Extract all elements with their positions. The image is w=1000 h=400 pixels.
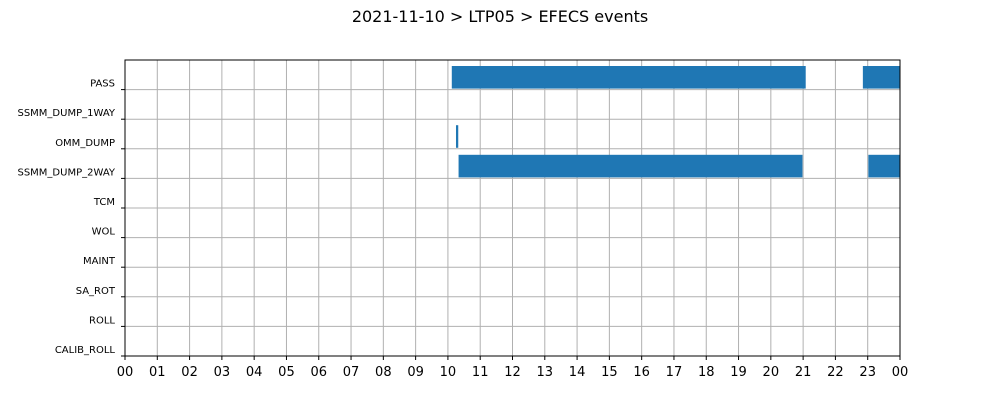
x-tick-label: 19 xyxy=(730,365,747,380)
x-tick-label: 03 xyxy=(214,365,231,380)
y-tick-label: SA_ROT xyxy=(76,286,116,297)
event-bar-pass xyxy=(451,66,806,89)
y-tick-label: MAINT xyxy=(83,256,116,267)
x-tick-label: 00 xyxy=(117,365,134,380)
x-tick-label: 14 xyxy=(569,365,586,380)
event-bar-pass xyxy=(862,66,900,89)
x-tick-label: 13 xyxy=(537,365,554,380)
x-tick-label: 09 xyxy=(407,365,424,380)
x-tick-label: 12 xyxy=(504,365,521,380)
axis-ticks: 00 01 02 03 04 05 06 07 08 09 10 11 12 13 14 15 16 17 18 19… xyxy=(17,79,908,380)
x-tick-label: 21 xyxy=(795,365,812,380)
chart-title: 2021-11-10 > LTP05 > EFECS events xyxy=(352,7,648,26)
x-tick-label: 01 xyxy=(149,365,166,380)
y-tick-label: SSMM_DUMP_2WAY xyxy=(17,167,115,178)
y-tick-label: PASS xyxy=(90,79,115,90)
y-tick-label: TCM xyxy=(93,197,115,208)
x-tick-label: 04 xyxy=(246,365,263,380)
y-tick-label: OMM_DUMP xyxy=(55,138,115,149)
x-tick-label: 20 xyxy=(763,365,780,380)
x-tick-label: 16 xyxy=(633,365,650,380)
x-tick-label: 10 xyxy=(440,365,457,380)
x-tick-label: 11 xyxy=(472,365,489,380)
x-tick-label: 23 xyxy=(859,365,876,380)
x-tick-label: 17 xyxy=(666,365,683,380)
event-bar-omm-dump xyxy=(455,125,459,148)
x-tick-label: 15 xyxy=(601,365,618,380)
y-tick-label: WOL xyxy=(92,227,116,238)
y-tick-label: CALIB_ROLL xyxy=(55,345,116,356)
grid xyxy=(124,60,901,357)
event-bars xyxy=(451,66,900,178)
x-tick-label: 00 xyxy=(892,365,909,380)
x-tick-label: 22 xyxy=(827,365,844,380)
x-tick-label: 05 xyxy=(278,365,295,380)
y-tick-label: SSMM_DUMP_1WAY xyxy=(17,108,115,119)
event-bar-ssmm-dump-2way xyxy=(868,154,900,178)
y-tick-label: ROLL xyxy=(89,315,115,326)
x-tick-label: 06 xyxy=(310,365,327,380)
x-tick-label: 07 xyxy=(343,365,360,380)
x-tick-label: 18 xyxy=(698,365,715,380)
x-tick-label: 02 xyxy=(181,365,198,380)
event-bar-ssmm-dump-2way xyxy=(458,154,803,178)
x-tick-label: 08 xyxy=(375,365,392,380)
